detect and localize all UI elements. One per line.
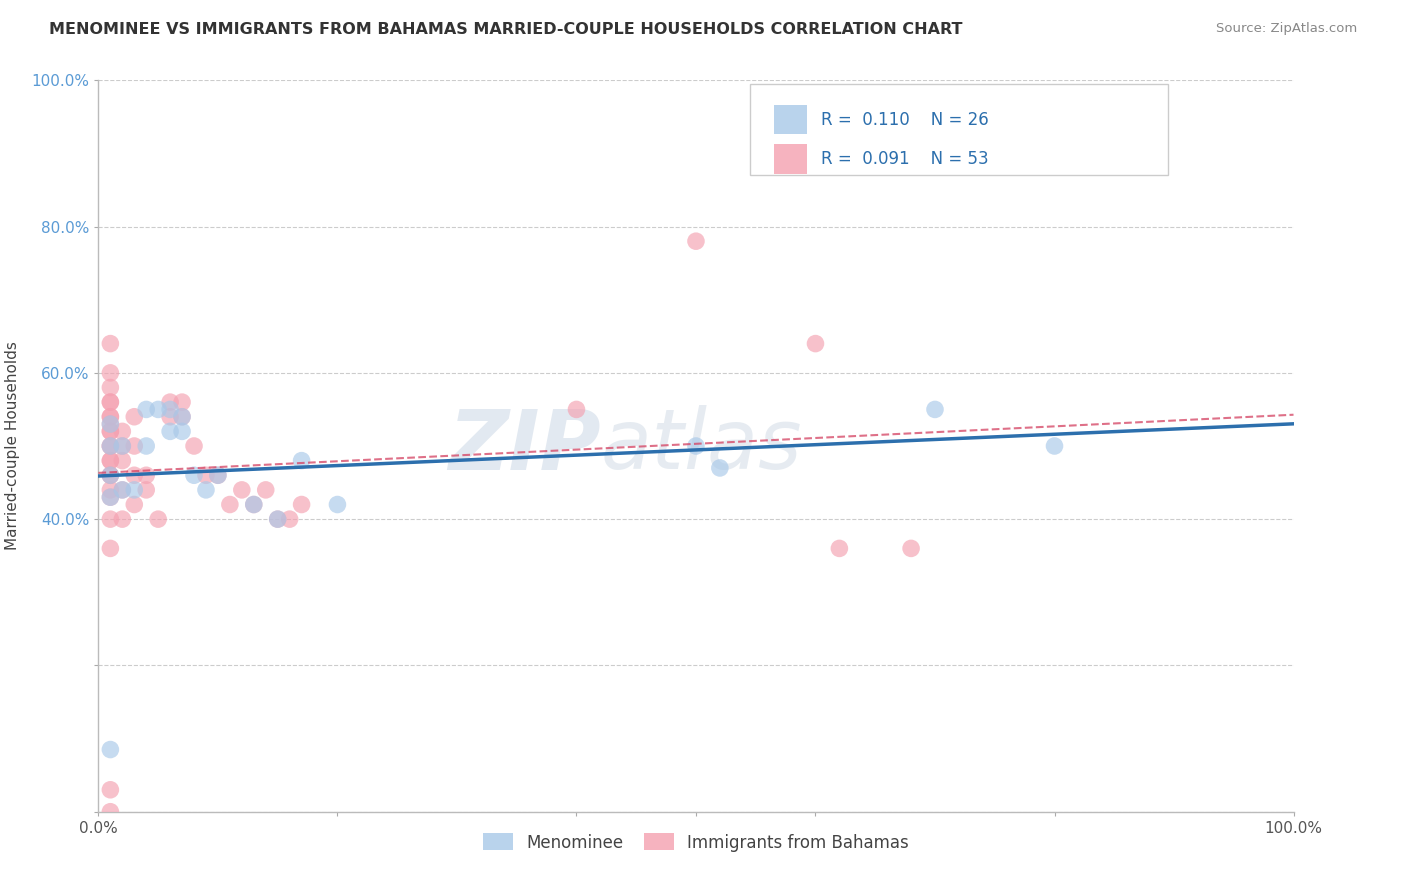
Text: MENOMINEE VS IMMIGRANTS FROM BAHAMAS MARRIED-COUPLE HOUSEHOLDS CORRELATION CHART: MENOMINEE VS IMMIGRANTS FROM BAHAMAS MAR…: [49, 22, 963, 37]
Point: [98, 512, 122, 526]
Point: [98, 366, 122, 380]
Point: [98, 417, 122, 431]
Point: [124, 439, 146, 453]
Point: [98, 336, 122, 351]
Point: [98, 439, 122, 453]
Point: [291, 453, 314, 467]
Point: [924, 402, 946, 417]
Point: [159, 409, 181, 424]
Point: [98, 425, 122, 439]
Point: [278, 512, 301, 526]
Point: [828, 541, 851, 556]
Point: [159, 395, 181, 409]
Point: [98, 453, 122, 467]
Point: [124, 498, 146, 512]
Point: [685, 439, 707, 453]
Point: [111, 439, 134, 453]
Point: [98, 468, 122, 483]
Point: [98, 395, 122, 409]
Point: [98, 541, 122, 556]
Point: [243, 498, 266, 512]
Point: [98, 409, 122, 424]
Point: [98, 490, 122, 504]
Text: Source: ZipAtlas.com: Source: ZipAtlas.com: [1216, 22, 1357, 36]
Point: [159, 402, 181, 417]
Point: [207, 468, 229, 483]
Point: [565, 402, 588, 417]
Point: [98, 453, 122, 467]
Point: [900, 541, 922, 556]
Point: [135, 468, 157, 483]
Point: [124, 483, 146, 497]
Point: [172, 409, 194, 424]
Point: [135, 483, 157, 497]
Point: [98, 483, 122, 497]
Point: [207, 468, 229, 483]
Text: R =  0.110    N = 26: R = 0.110 N = 26: [821, 111, 990, 128]
Point: [98, 395, 122, 409]
Point: [172, 395, 194, 409]
Point: [243, 498, 266, 512]
Point: [98, 805, 122, 819]
Point: [231, 483, 253, 497]
FancyBboxPatch shape: [749, 84, 1168, 176]
Point: [111, 483, 134, 497]
Point: [111, 453, 134, 467]
Point: [135, 439, 157, 453]
Point: [98, 439, 122, 453]
Point: [291, 498, 314, 512]
Point: [111, 425, 134, 439]
Y-axis label: Married-couple Households: Married-couple Households: [6, 342, 20, 550]
Point: [124, 468, 146, 483]
Point: [98, 380, 122, 394]
Point: [804, 336, 827, 351]
Point: [326, 498, 349, 512]
Point: [709, 461, 731, 475]
Point: [159, 425, 181, 439]
Point: [148, 402, 170, 417]
Point: [111, 483, 134, 497]
Point: [98, 468, 122, 483]
Point: [685, 234, 707, 248]
Point: [124, 409, 146, 424]
Point: [172, 409, 194, 424]
Point: [98, 425, 122, 439]
FancyBboxPatch shape: [773, 145, 807, 174]
Point: [254, 483, 277, 497]
FancyBboxPatch shape: [773, 105, 807, 134]
Point: [148, 512, 170, 526]
Point: [135, 402, 157, 417]
Point: [111, 512, 134, 526]
Point: [98, 409, 122, 424]
Legend: Menominee, Immigrants from Bahamas: Menominee, Immigrants from Bahamas: [477, 827, 915, 858]
Point: [195, 483, 218, 497]
Point: [172, 425, 194, 439]
Point: [1043, 439, 1066, 453]
Point: [98, 742, 122, 756]
Point: [98, 490, 122, 504]
Text: ZIP: ZIP: [447, 406, 600, 486]
Point: [267, 512, 290, 526]
Point: [98, 782, 122, 797]
Text: atlas: atlas: [600, 406, 801, 486]
Point: [98, 439, 122, 453]
Point: [195, 468, 218, 483]
Text: R =  0.091    N = 53: R = 0.091 N = 53: [821, 150, 988, 168]
Point: [183, 468, 205, 483]
Point: [98, 468, 122, 483]
Point: [98, 417, 122, 431]
Point: [183, 439, 205, 453]
Point: [267, 512, 290, 526]
Point: [219, 498, 242, 512]
Point: [111, 439, 134, 453]
